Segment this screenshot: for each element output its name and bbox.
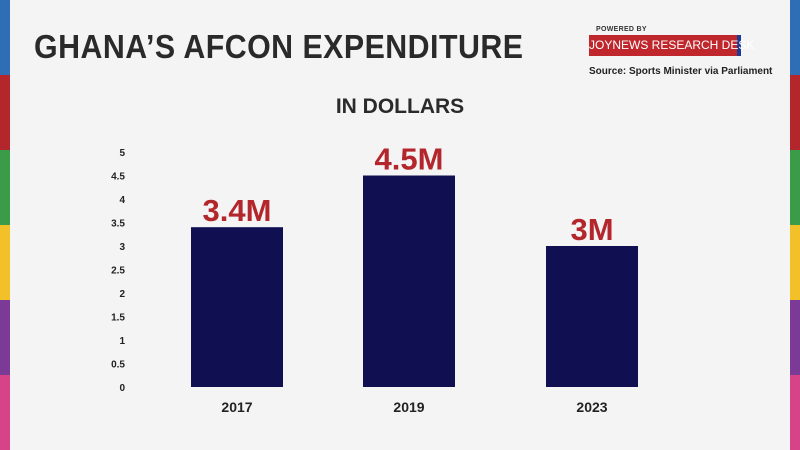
chart-subtitle: IN DOLLARS (335, 95, 465, 118)
x-tick-label: 2019 (393, 399, 424, 415)
x-tick-label: 2023 (576, 399, 607, 415)
y-tick-label: 1 (119, 336, 125, 347)
left-color-stripe (0, 0, 10, 450)
edge-stripe-1 (0, 75, 10, 150)
data-label: 3M (570, 212, 613, 247)
x-tick-label: 2017 (221, 399, 252, 415)
edge-stripe-2 (790, 150, 800, 225)
right-color-stripe (790, 0, 800, 450)
powered-by-label: POWERED BY (596, 26, 647, 33)
edge-stripe-3 (790, 225, 800, 300)
edge-stripe-0 (0, 0, 10, 75)
y-tick-label: 5 (119, 148, 125, 159)
y-tick-label: 2.5 (111, 266, 125, 277)
bar-2023 (546, 246, 638, 387)
brand-badge: JOYNEWS RESEARCH DESK (589, 35, 754, 56)
y-tick-label: 4.5 (111, 172, 125, 183)
source-note: Source: Sports Minister via Parliament (589, 66, 773, 77)
y-tick-label: 2 (119, 289, 125, 300)
edge-stripe-4 (790, 300, 800, 375)
y-tick-label: 1.5 (111, 313, 125, 324)
edge-stripe-5 (790, 375, 800, 450)
edge-stripe-5 (0, 375, 10, 450)
data-label: 3.4M (203, 193, 272, 228)
edge-stripe-4 (0, 300, 10, 375)
bar-2017 (191, 227, 283, 387)
y-tick-label: 3.5 (111, 219, 125, 230)
data-label: 4.5M (375, 142, 444, 177)
y-tick-label: 4 (119, 195, 125, 206)
chart-title: GHANA’S AFCON EXPENDITURE (34, 28, 524, 65)
edge-stripe-0 (790, 0, 800, 75)
edge-stripe-2 (0, 150, 10, 225)
edge-stripe-3 (0, 225, 10, 300)
bar-2019 (363, 175, 455, 387)
y-tick-label: 0.5 (111, 360, 125, 371)
y-tick-label: 3 (119, 242, 125, 253)
y-tick-label: 0 (119, 383, 125, 394)
edge-stripe-1 (790, 75, 800, 150)
